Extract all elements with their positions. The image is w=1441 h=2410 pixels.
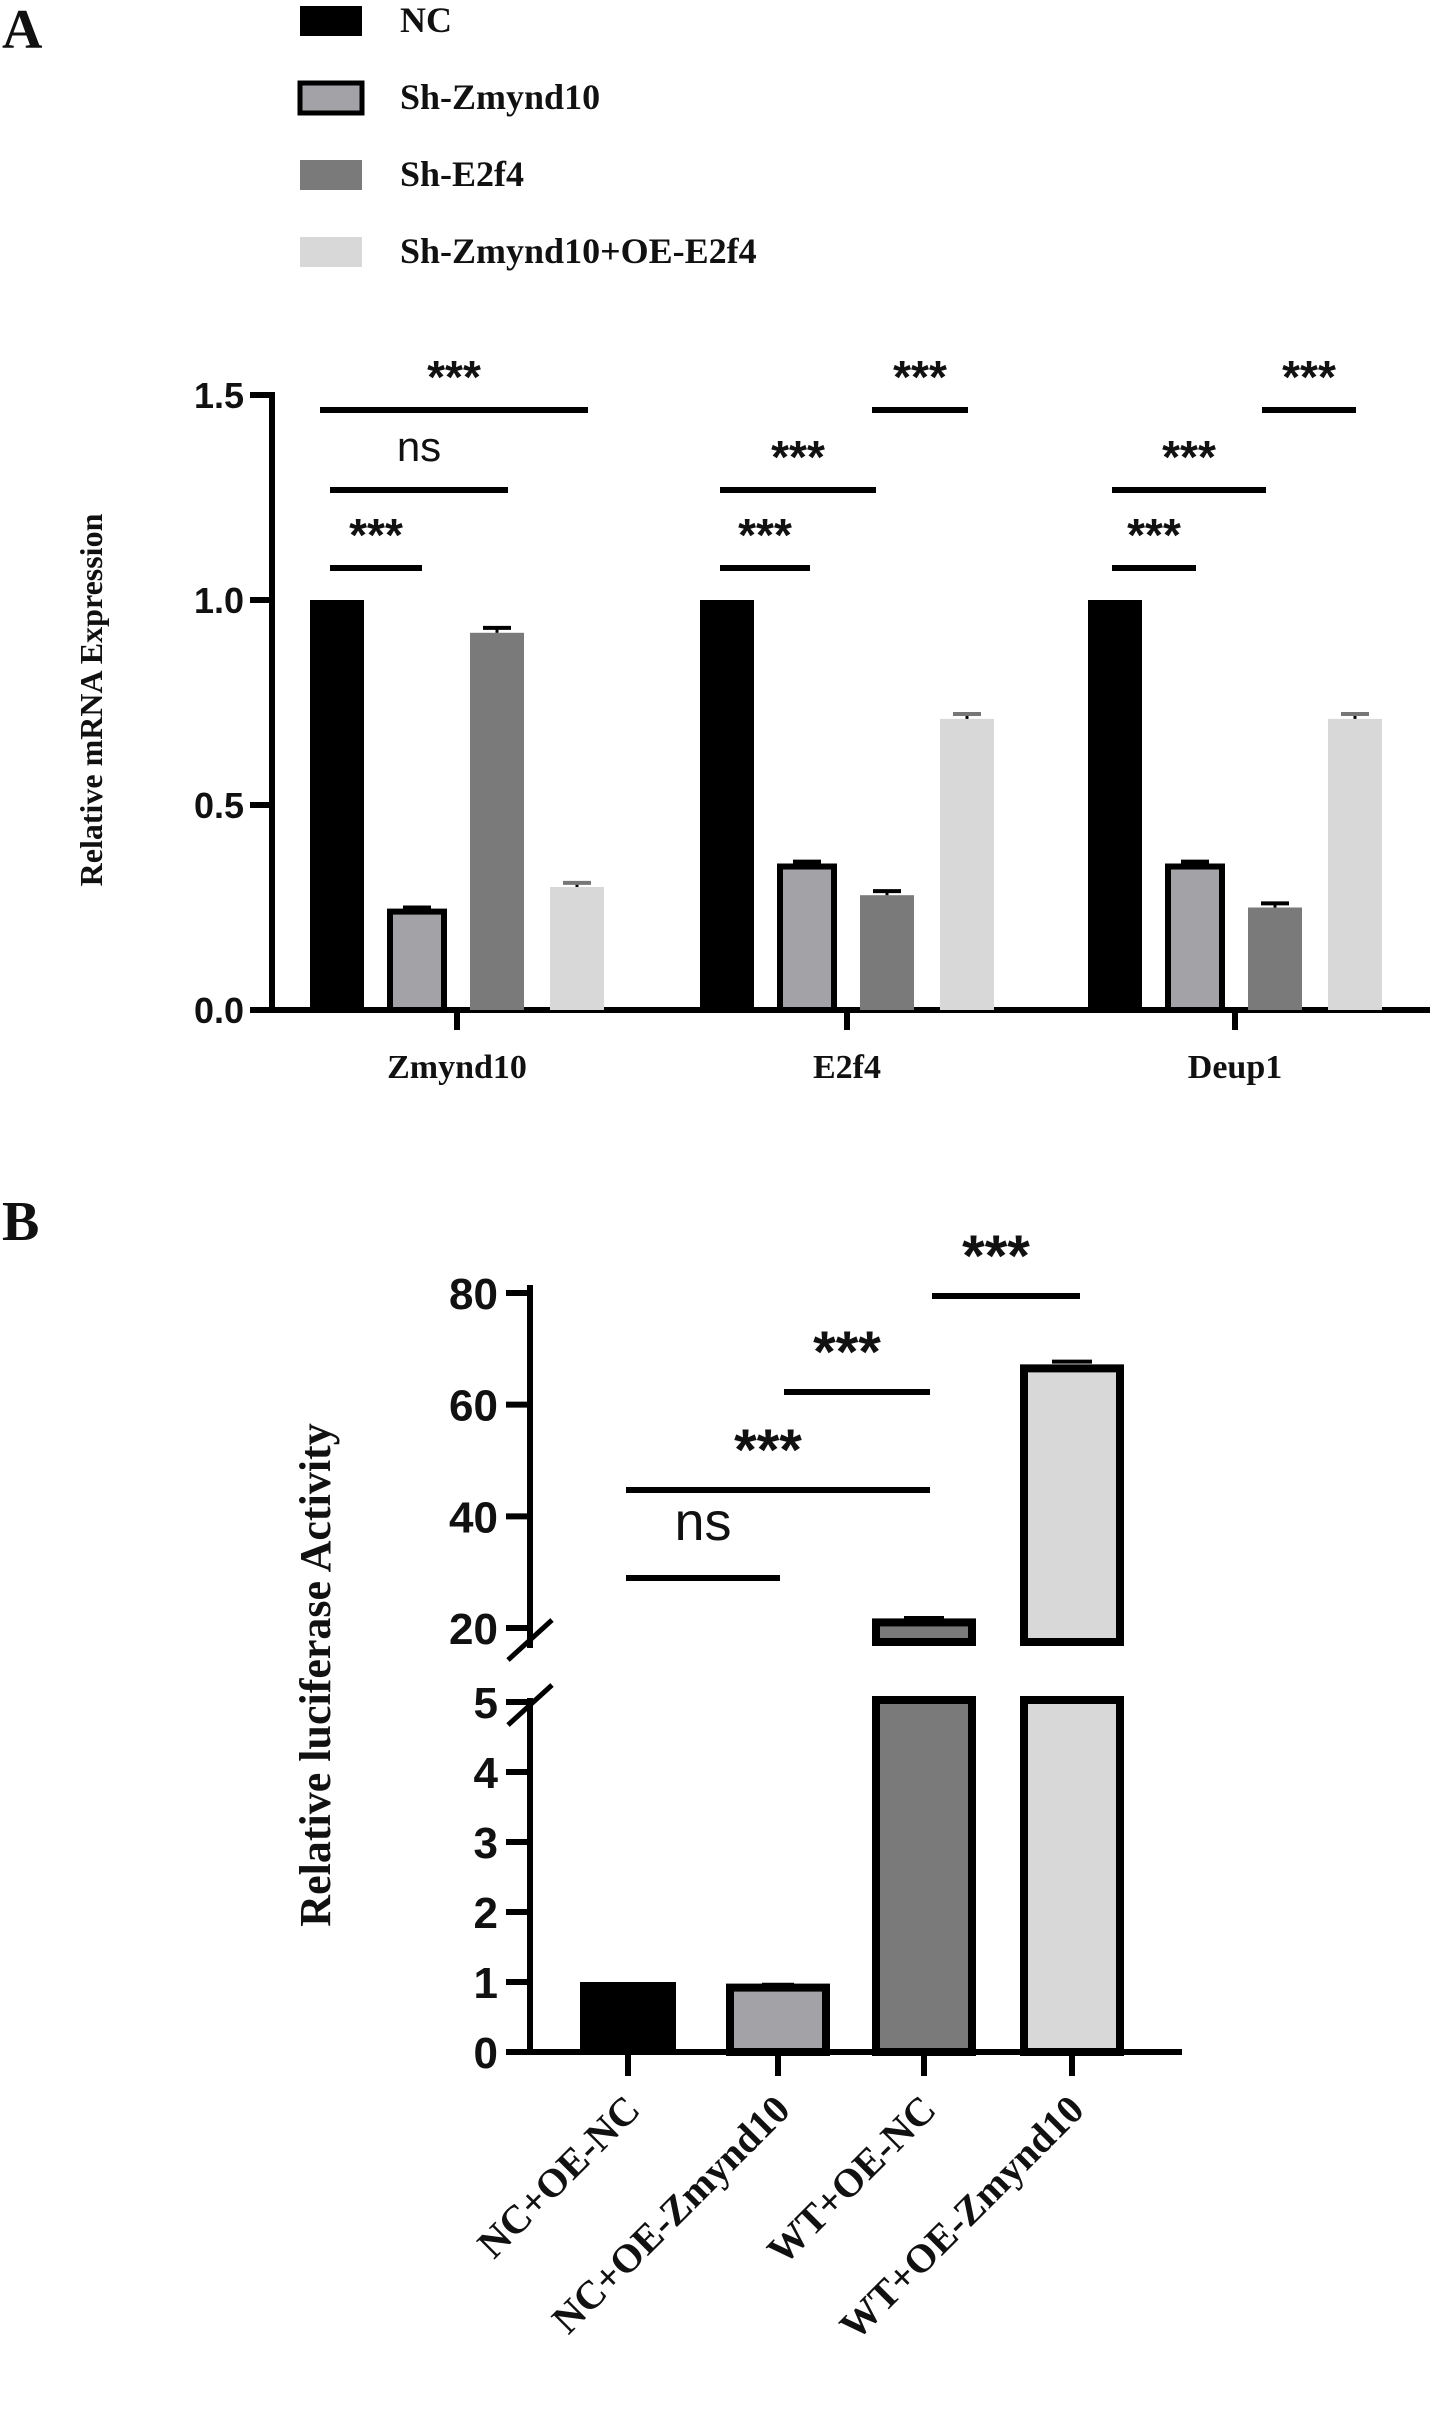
legend-swatch-3 <box>300 160 362 190</box>
y-tick-label: 4 <box>474 1749 499 1798</box>
y-tick-label: 2 <box>474 1889 498 1938</box>
legend-swatch-4 <box>300 237 362 267</box>
legend-swatch-2 <box>297 80 365 116</box>
bar-4-upper <box>1020 1364 1124 1646</box>
y-tick-label: 40 <box>449 1493 498 1542</box>
significance-label: *** <box>1282 351 1336 403</box>
bar-e2f4-1 <box>700 600 754 1010</box>
chart-b: 0 1 2 3 4 5 20 40 60 80 Relative luciferase Activi… <box>291 1224 1182 2348</box>
legend-label-4: Sh-Zmynd10+OE-E2f4 <box>400 231 757 271</box>
bar-e2f4-3 <box>860 895 914 1010</box>
bar-1 <box>580 1982 676 2052</box>
y-tick-label: 0.5 <box>194 785 244 826</box>
bar-zmynd10-4 <box>550 887 604 1010</box>
significance-label: *** <box>1127 509 1181 561</box>
legend-swatch-1 <box>300 6 362 36</box>
y-tick-label: 1 <box>474 1959 498 2008</box>
significance-label: *** <box>1162 431 1216 483</box>
significance-label: *** <box>427 351 481 403</box>
significance-label: *** <box>962 1224 1030 1289</box>
legend-label-2: Sh-Zmynd10 <box>400 77 600 117</box>
y-tick-label: 0 <box>474 2029 498 2078</box>
y-tick-label: 80 <box>449 1270 498 1319</box>
legend-label-1: NC <box>400 0 452 40</box>
significance-label: ns <box>397 423 441 470</box>
bar-zmynd10-2 <box>387 908 447 1013</box>
bar-3-upper <box>872 1618 976 1646</box>
significance-label: *** <box>813 1320 881 1385</box>
bar-deup1-2 <box>1165 863 1225 1013</box>
y-axis-title: Relative luciferase Activity <box>291 1423 340 1926</box>
y-tick-label: 1.5 <box>194 375 244 416</box>
bar-zmynd10-3 <box>470 632 524 1010</box>
bar-2 <box>726 1983 830 2056</box>
chart-a: NC Sh-Zmynd10 Sh-E2f4 Sh-Zmynd10+OE-E2f4 0.0… <box>73 0 1430 1086</box>
significance-label: *** <box>893 351 947 403</box>
panel-a-label: A <box>2 0 43 61</box>
bar-deup1-4 <box>1328 718 1382 1010</box>
significance-label: *** <box>349 509 403 561</box>
y-tick-label: 60 <box>449 1382 498 1431</box>
x-tick-label: Deup1 <box>1188 1049 1282 1086</box>
y-tick-label: 0.0 <box>194 990 244 1031</box>
bar-zmynd10-1 <box>310 600 364 1010</box>
significance-label: ns <box>674 1492 731 1552</box>
significance-label: *** <box>771 431 825 483</box>
y-tick-label: 20 <box>449 1605 498 1654</box>
bar-deup1-1 <box>1088 600 1142 1010</box>
bar-e2f4-2 <box>777 863 837 1013</box>
y-tick-label: 5 <box>474 1679 498 1728</box>
y-tick-label: 1.0 <box>194 580 244 621</box>
bar-e2f4-4 <box>940 718 994 1010</box>
y-axis-title: Relative mRNA Expression <box>73 513 109 886</box>
significance-label: *** <box>734 1418 802 1483</box>
x-tick-label: E2f4 <box>813 1049 881 1086</box>
x-tick-label: Zmynd10 <box>387 1049 527 1086</box>
bar-3-lower <box>872 1696 976 2056</box>
legend-label-3: Sh-E2f4 <box>400 154 524 194</box>
x-tick-label: WT+OE-Zmynd10 <box>831 2087 1093 2349</box>
bar-4-lower <box>1020 1696 1124 2056</box>
bar-deup1-3 <box>1248 907 1302 1010</box>
significance-label: *** <box>738 509 792 561</box>
panel-b-label: B <box>2 1191 39 1253</box>
axis-break-mark <box>506 1618 554 1662</box>
y-tick-label: 3 <box>474 1819 498 1868</box>
